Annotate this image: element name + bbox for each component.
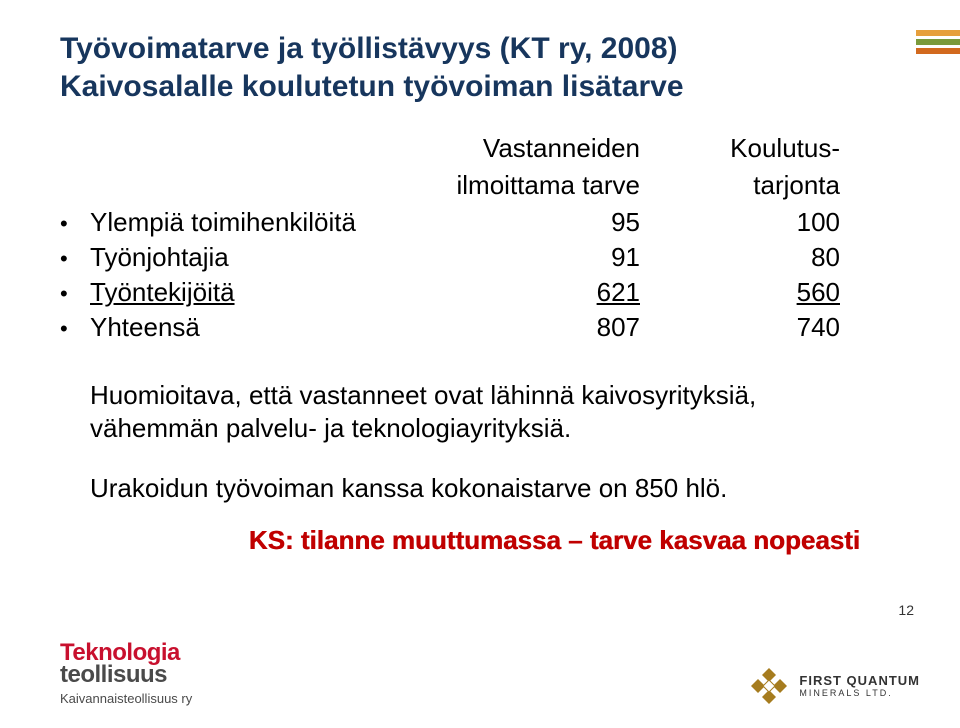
slide: Työvoimatarve ja työllistävyys (KT ry, 2… bbox=[0, 0, 960, 728]
table-row: •Työntekijöitä621560 bbox=[60, 277, 900, 308]
row-label: Työnjohtajia bbox=[90, 242, 430, 273]
row-label: Yhteensä bbox=[90, 312, 430, 343]
logo-left-word2: teollisuus bbox=[60, 661, 192, 689]
decor-bars bbox=[916, 30, 960, 54]
header-col1-line1: Vastanneiden bbox=[430, 133, 670, 164]
page-number: 12 bbox=[898, 602, 914, 618]
row-value-2: 560 bbox=[670, 277, 870, 308]
decor-bar-2 bbox=[916, 39, 960, 45]
note1-line2: vähemmän palvelu- ja teknologiayrityksiä… bbox=[90, 412, 900, 445]
header-col2-line2: tarjonta bbox=[670, 170, 870, 201]
title-line-1: Työvoimatarve ja työllistävyys (KT ry, 2… bbox=[60, 30, 900, 68]
row-value-1: 807 bbox=[430, 312, 670, 343]
table-row: •Ylempiä toimihenkilöitä95100 bbox=[60, 207, 900, 238]
bullet-icon: • bbox=[60, 246, 90, 272]
decor-bar-1 bbox=[916, 30, 960, 36]
logo-left-subtitle: Kaivannaisteollisuus ry bbox=[60, 691, 192, 706]
row-label: Työntekijöitä bbox=[90, 277, 430, 308]
bullet-icon: • bbox=[60, 281, 90, 307]
logo-first-quantum: FIRST QUANTUM MINERALS LTD. bbox=[749, 666, 920, 706]
row-value-1: 91 bbox=[430, 242, 670, 273]
title-line-2: Kaivosalalle koulutetun työvoiman lisäta… bbox=[60, 68, 900, 106]
decor-bar-3 bbox=[916, 48, 960, 54]
logo-teknologiateollisuus: Teknologia teollisuus Kaivannaisteollisu… bbox=[60, 639, 192, 706]
table-header-row-2: ilmoittama tarve tarjonta bbox=[60, 170, 900, 201]
row-value-2: 740 bbox=[670, 312, 870, 343]
note-2: Urakoidun työvoiman kanssa kokonaistarve… bbox=[60, 472, 900, 505]
logo-right-bottom: MINERALS LTD. bbox=[799, 689, 920, 698]
ks-line: KS: tilanne muuttumassa – tarve kasvaa n… bbox=[60, 525, 900, 556]
header-col1-line2: ilmoittama tarve bbox=[430, 170, 670, 201]
logo-right-top: FIRST QUANTUM bbox=[799, 674, 920, 687]
bullet-icon: • bbox=[60, 211, 90, 237]
logo-right-text: FIRST QUANTUM MINERALS LTD. bbox=[799, 674, 920, 698]
slide-title: Työvoimatarve ja työllistävyys (KT ry, 2… bbox=[60, 30, 900, 105]
row-value-1: 621 bbox=[430, 277, 670, 308]
row-value-1: 95 bbox=[430, 207, 670, 238]
table-body: •Ylempiä toimihenkilöitä95100•Työnjohtaj… bbox=[60, 207, 900, 343]
first-quantum-icon bbox=[749, 666, 789, 706]
row-label: Ylempiä toimihenkilöitä bbox=[90, 207, 430, 238]
table-row: •Yhteensä807740 bbox=[60, 312, 900, 343]
row-value-2: 100 bbox=[670, 207, 870, 238]
row-value-2: 80 bbox=[670, 242, 870, 273]
header-col2-line1: Koulutus- bbox=[670, 133, 870, 164]
table-row: •Työnjohtajia9180 bbox=[60, 242, 900, 273]
note-1: Huomioitava, että vastanneet ovat lähinn… bbox=[60, 379, 900, 444]
bullet-icon: • bbox=[60, 316, 90, 342]
table-header-row-1: Vastanneiden Koulutus- bbox=[60, 133, 900, 164]
note1-line1: Huomioitava, että vastanneet ovat lähinn… bbox=[90, 379, 900, 412]
